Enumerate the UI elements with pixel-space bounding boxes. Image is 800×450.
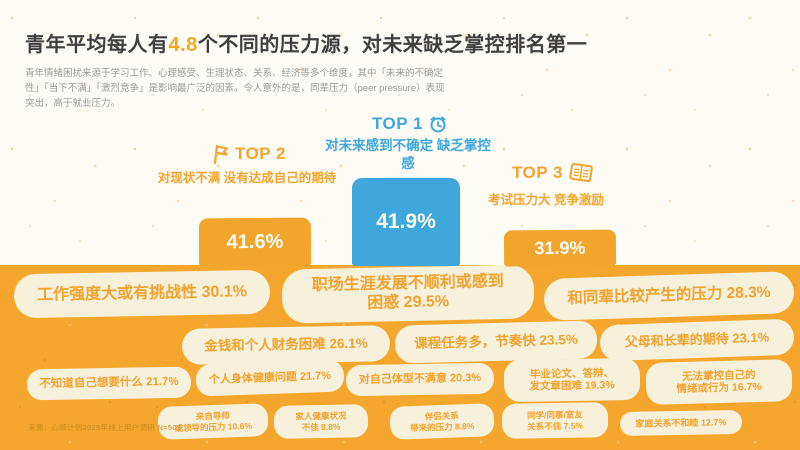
stress-sources-band: 工作强度大或有挑战性 30.1% 职场生涯发展不顺利或感到 困惑 29.5% 和同… [0,264,800,450]
top1-description: 对未来感到不确定 缺乏掌控感 [322,137,494,172]
stress-bubble-partner-pressure: 伴侣关系 带来的压力 8.8% [389,403,495,440]
top1-bar: 41.9% [352,178,460,266]
source-note: 来源：心晴计划2025年线上用户调研 N=503 [28,423,182,432]
top3-bar: 31.9% [503,229,617,267]
bubble-line: 家庭关系不和睦 12.7% [635,416,727,429]
stress-bubble-financial: 金钱和个人财务困难 26.1% [181,325,391,365]
top3-description: 考试压力大 竞争激励 [486,192,606,208]
bubble-line: 个人身体健康问题 21.7% [208,369,332,386]
top2-rank-label: TOP 2 [168,143,328,165]
bubble-line: 对自己体型不满意 20.3% [358,371,482,387]
top2-rank-text: TOP 2 [234,144,286,163]
stress-bubble-family-health: 家人健康状况 不佳 8.8% [273,404,369,439]
top2-value: 41.6% [226,230,284,253]
bubble-line: 父母和长辈的期待 23.1% [624,329,770,350]
stress-bubble-family-discord: 家庭关系不和睦 12.7% [619,409,743,437]
stress-bubble-peer-comparison: 和同辈比较产生的压力 28.3% [543,271,795,321]
bubble-line: 发文章困难 19.3% [529,379,615,393]
stress-bubble-unclear-wants: 不知道自己想要什么 21.7% [26,366,192,401]
flag-icon [210,143,230,165]
stress-bubble-body-image: 对自己体型不满意 20.3% [345,362,495,397]
bubble-line: 工作强度大或有挑战性 30.1% [36,282,248,304]
stress-bubble-work-intensity: 工作强度大或有挑战性 30.1% [13,269,271,319]
stress-bubble-health: 个人身体健康问题 21.7% [195,359,345,397]
bubble-line: 不知道自己想要什么 21.7% [39,375,179,390]
top1-desc-line2: 缺乏掌控感 [401,138,491,171]
top3-desc-line2: 竞争激励 [553,193,604,207]
top3-value: 31.9% [534,237,586,258]
top1-value: 41.9% [376,210,436,233]
top1-rank-label: TOP 1 [336,114,484,134]
stress-bubble-emotion-control: 无法掌控自己的 情绪或行为 16.7% [645,359,793,405]
bubble-line: 带来的压力 8.8% [409,420,475,433]
bubble-line: 困惑 29.5% [367,293,450,312]
top3-desc-line1: 考试压力大 [487,193,551,207]
top2-description: 对现状不满 没有达成自己的期待 [152,170,342,186]
bubble-line: 课程任务多，节奏快 23.5% [414,331,578,352]
bubble-line: 情绪或行为 16.7% [676,380,762,396]
stress-bubble-career-confusion: 职场生涯发展不顺利或感到 困惑 29.5% [281,264,535,324]
top1-desc-line1: 对未来感到不确定 [325,138,434,153]
bubble-line: 职场生涯发展不顺利或感到 [311,273,504,295]
bubble-line: 不佳 8.8% [301,421,341,432]
bubble-line: 关系不佳 7.5% [527,420,584,431]
stress-bubble-thesis: 毕业论文、答辩、 发文章困难 19.3% [503,357,641,403]
top3-rank-text: TOP 3 [511,163,563,182]
top1-rank-text: TOP 1 [371,114,423,133]
top2-desc-line2: 没有达成自己的期待 [223,171,337,185]
top2-desc-line1: 对现状不满 [157,171,221,185]
stress-bubble-roommate-relations: 同学/同事/室友 关系不佳 7.5% [501,402,609,439]
top2-bar: 41.6% [198,217,312,267]
bubble-line: 金钱和个人财务困难 26.1% [204,335,368,354]
subtitle-paragraph: 青年情绪困扰来源于学习工作、心理感受、生理状态、关系、经济等多个维度，其中「未来… [25,68,445,110]
title-highlight-number: 4.8 [168,34,198,56]
bubble-line: 和同辈比较产生的压力 28.3% [567,283,771,308]
exam-paper-icon [568,161,594,185]
stress-bubble-parents-expectation: 父母和长辈的期待 23.1% [599,318,795,362]
alarm-clock-icon [428,114,448,134]
title-prefix: 青年平均每人有 [25,34,169,56]
bubble-line: 或领导的压力 10.6% [174,420,253,433]
stress-bubble-coursework: 课程任务多，节奏快 23.5% [394,320,598,364]
page-title: 青年平均每人有4.8个不同的压力源，对未来缺乏掌控排名第一 [25,28,765,57]
top3-rank-label: TOP 3 [488,161,618,185]
title-suffix: 个不同的压力源，对未来缺乏掌控排名第一 [197,34,588,56]
